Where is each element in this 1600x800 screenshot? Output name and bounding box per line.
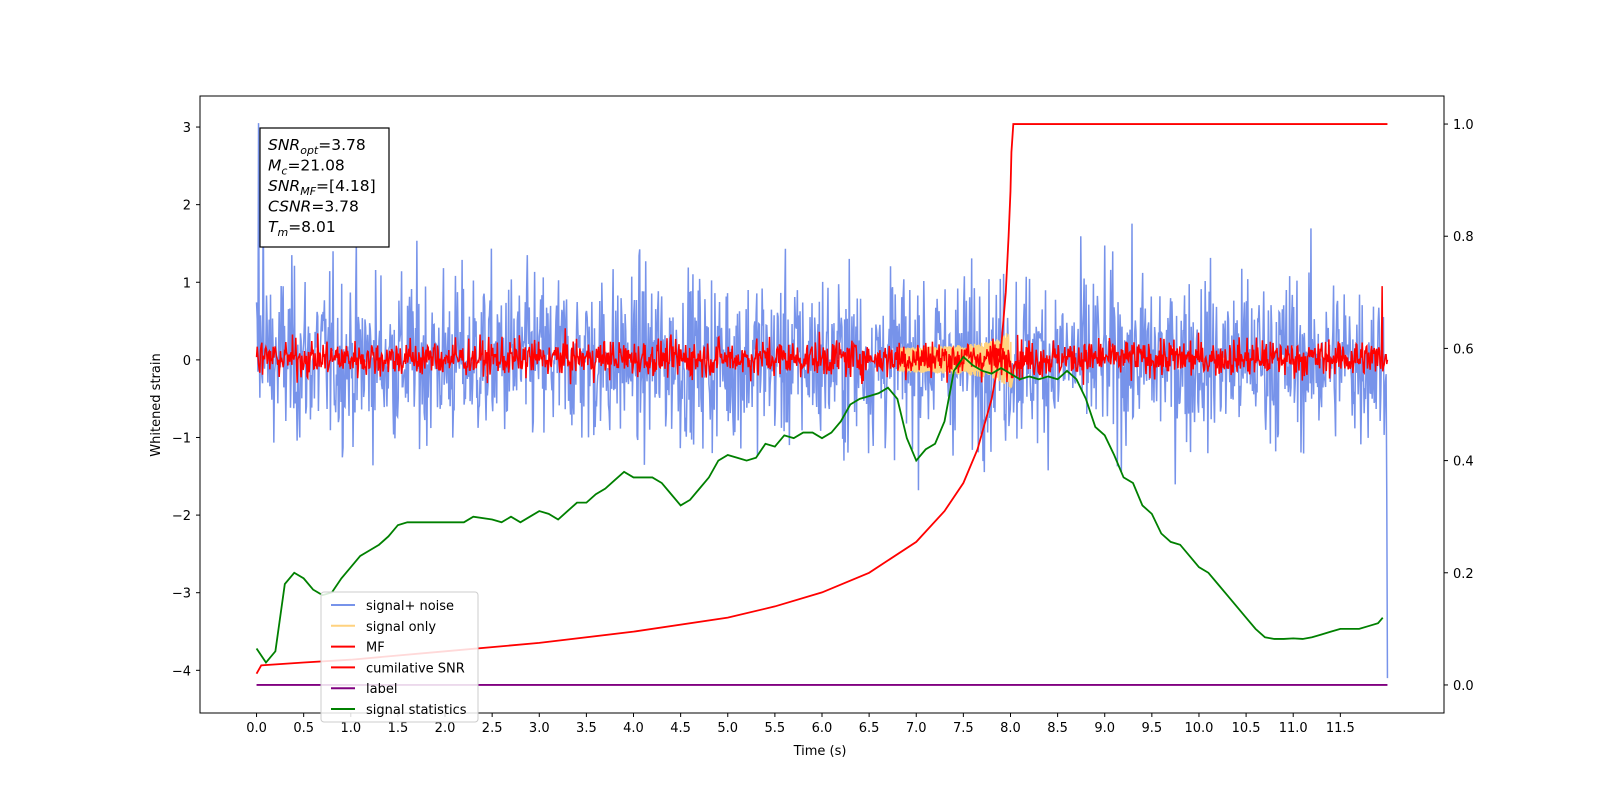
- legend: signal+ noise signal only MF cumilative SNR…: [320, 591, 479, 723]
- legend-frame: [320, 591, 479, 723]
- legend-label-signal-noise: signal+ noise: [366, 599, 454, 614]
- x-tick-label: 4.0: [623, 721, 644, 736]
- x-tick-label: 11.0: [1279, 721, 1308, 736]
- info-line: Tm=8.01: [268, 218, 336, 239]
- x-tick-label: 8.5: [1047, 721, 1068, 736]
- x-tick-label: 11.5: [1326, 721, 1355, 736]
- legend-label-label: label: [366, 682, 397, 697]
- info-line: SNRopt=3.78: [268, 136, 366, 157]
- x-tick-label: 1.0: [340, 721, 361, 736]
- y-right-tick-label: 0.0: [1453, 679, 1474, 694]
- x-tick-label: 0.0: [246, 721, 267, 736]
- x-tick-label: 0.5: [293, 721, 314, 736]
- x-tick-label: 5.0: [717, 721, 738, 736]
- x-tick-label: 5.5: [765, 721, 786, 736]
- x-tick-label: 2.5: [482, 721, 503, 736]
- y-right-tick-label: 0.6: [1453, 342, 1474, 357]
- legend-label-signal-only: signal only: [366, 620, 436, 635]
- x-tick-label: 10.0: [1184, 721, 1213, 736]
- info-line: SNRMF=[4.18]: [268, 177, 376, 198]
- legend-label-mf: MF: [366, 641, 385, 656]
- legend-label-signal-statistics: signal statistics: [366, 703, 467, 718]
- y-right-tick-label: 0.4: [1453, 455, 1474, 470]
- info-box-frame: [259, 127, 390, 248]
- y-tick-label: 2: [183, 199, 191, 214]
- x-tick-label: 9.5: [1142, 721, 1163, 736]
- x-tick-label: 3.0: [529, 721, 550, 736]
- y-tick-label: −4: [172, 664, 191, 679]
- x-tick-label: 9.0: [1094, 721, 1115, 736]
- x-axis-label: Time (s): [793, 744, 847, 759]
- y-axis-label: Whitened strain: [149, 353, 164, 456]
- series-line-mf: [255, 286, 1389, 385]
- y-right-tick-label: 1.0: [1453, 118, 1474, 133]
- series-line-signal-statistics: [255, 355, 1384, 665]
- x-tick-label: 3.5: [576, 721, 597, 736]
- info-line: Mc=21.08: [268, 157, 345, 178]
- y-right-tick-label: 0.2: [1453, 567, 1474, 582]
- ticks-layer: 0.0 0.5 1.0 1.5 2.0 2.5 3.0 3.5 4.0 4.5 5.0 5.5 6.0 6…: [172, 118, 1474, 736]
- x-tick-label: 2.0: [435, 721, 456, 736]
- y-tick-label: 0: [183, 354, 191, 369]
- y-tick-label: 1: [183, 276, 191, 291]
- x-tick-label: 1.5: [388, 721, 409, 736]
- x-tick-label: 7.0: [906, 721, 927, 736]
- y-tick-label: −2: [172, 509, 191, 524]
- y-tick-label: 3: [183, 121, 191, 136]
- x-tick-label: 6.5: [859, 721, 880, 736]
- x-tick-label: 6.0: [812, 721, 833, 736]
- x-tick-label: 7.5: [953, 721, 974, 736]
- info-box: SNRopt=3.78Mc=21.08SNRMF=[4.18]CSNR=3.78…: [259, 127, 390, 248]
- x-tick-label: 10.5: [1232, 721, 1261, 736]
- x-tick-label: 4.5: [670, 721, 691, 736]
- x-tick-label: 8.0: [1000, 721, 1021, 736]
- y-tick-label: −3: [172, 587, 191, 602]
- y-right-tick-label: 0.8: [1453, 230, 1474, 245]
- info-line: CSNR=3.78: [268, 198, 359, 216]
- y-tick-label: −1: [172, 431, 191, 446]
- legend-label-cumilative-snr: cumilative SNR: [366, 661, 465, 676]
